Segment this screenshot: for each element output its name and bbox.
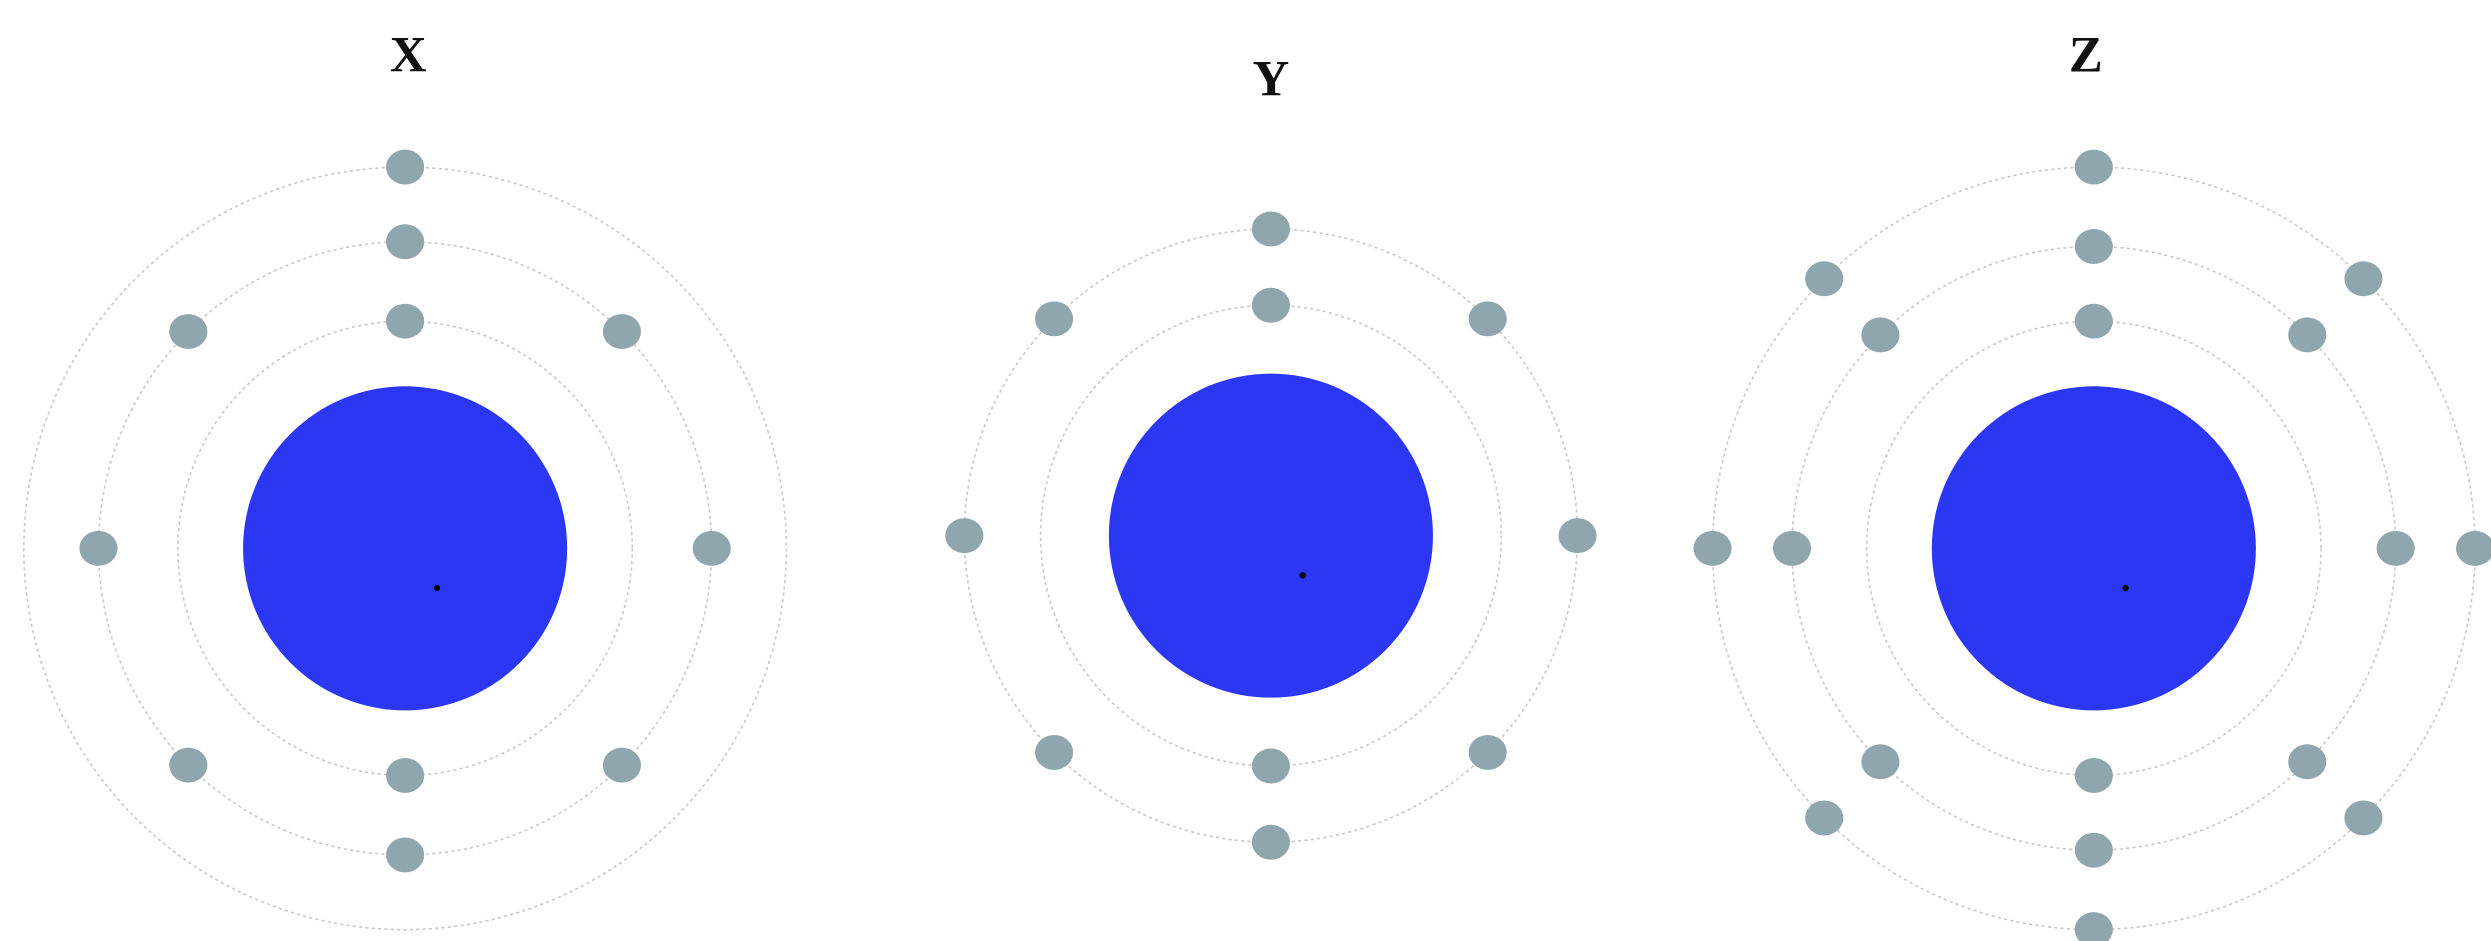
electron [1805, 800, 1843, 835]
electron [2456, 531, 2491, 566]
nucleus-center [1300, 572, 1306, 578]
electron [1252, 212, 1290, 247]
electron [169, 314, 207, 349]
nucleus [1109, 374, 1433, 698]
electron [386, 304, 424, 339]
electron [386, 150, 424, 185]
electron [386, 758, 424, 793]
electron [1469, 301, 1507, 336]
electron [1252, 288, 1290, 323]
nucleus [1932, 386, 2256, 710]
electron [2377, 531, 2415, 566]
electron [693, 531, 731, 566]
electron [1252, 825, 1290, 860]
nucleus [243, 386, 567, 710]
electron [2288, 744, 2326, 779]
nucleus-center [434, 585, 440, 591]
atom-diagram: X Y Z [0, 0, 2491, 941]
electron [945, 518, 983, 553]
electron [2075, 150, 2113, 185]
electron [603, 748, 641, 783]
electron [1693, 531, 1731, 566]
electron [2075, 758, 2113, 793]
electron [1035, 735, 1073, 770]
electron [2075, 229, 2113, 264]
electron [1469, 735, 1507, 770]
electron [1805, 261, 1843, 296]
atom-label: Y [1253, 51, 1290, 107]
nucleus-center [2122, 585, 2128, 591]
electron [386, 837, 424, 872]
electron [2075, 912, 2113, 941]
electron [1861, 744, 1899, 779]
electron [169, 748, 207, 783]
electron [2344, 261, 2382, 296]
electron [2288, 317, 2326, 352]
electron [1861, 317, 1899, 352]
electron [2075, 833, 2113, 868]
electron [79, 531, 117, 566]
electron [1773, 531, 1811, 566]
electron [2344, 800, 2382, 835]
atom-label: Z [2069, 27, 2103, 83]
electron [1558, 518, 1596, 553]
electron [2075, 304, 2113, 339]
electron [386, 224, 424, 259]
atom-label: X [390, 27, 427, 83]
electron [1035, 301, 1073, 336]
electron [603, 314, 641, 349]
electron [1252, 749, 1290, 784]
